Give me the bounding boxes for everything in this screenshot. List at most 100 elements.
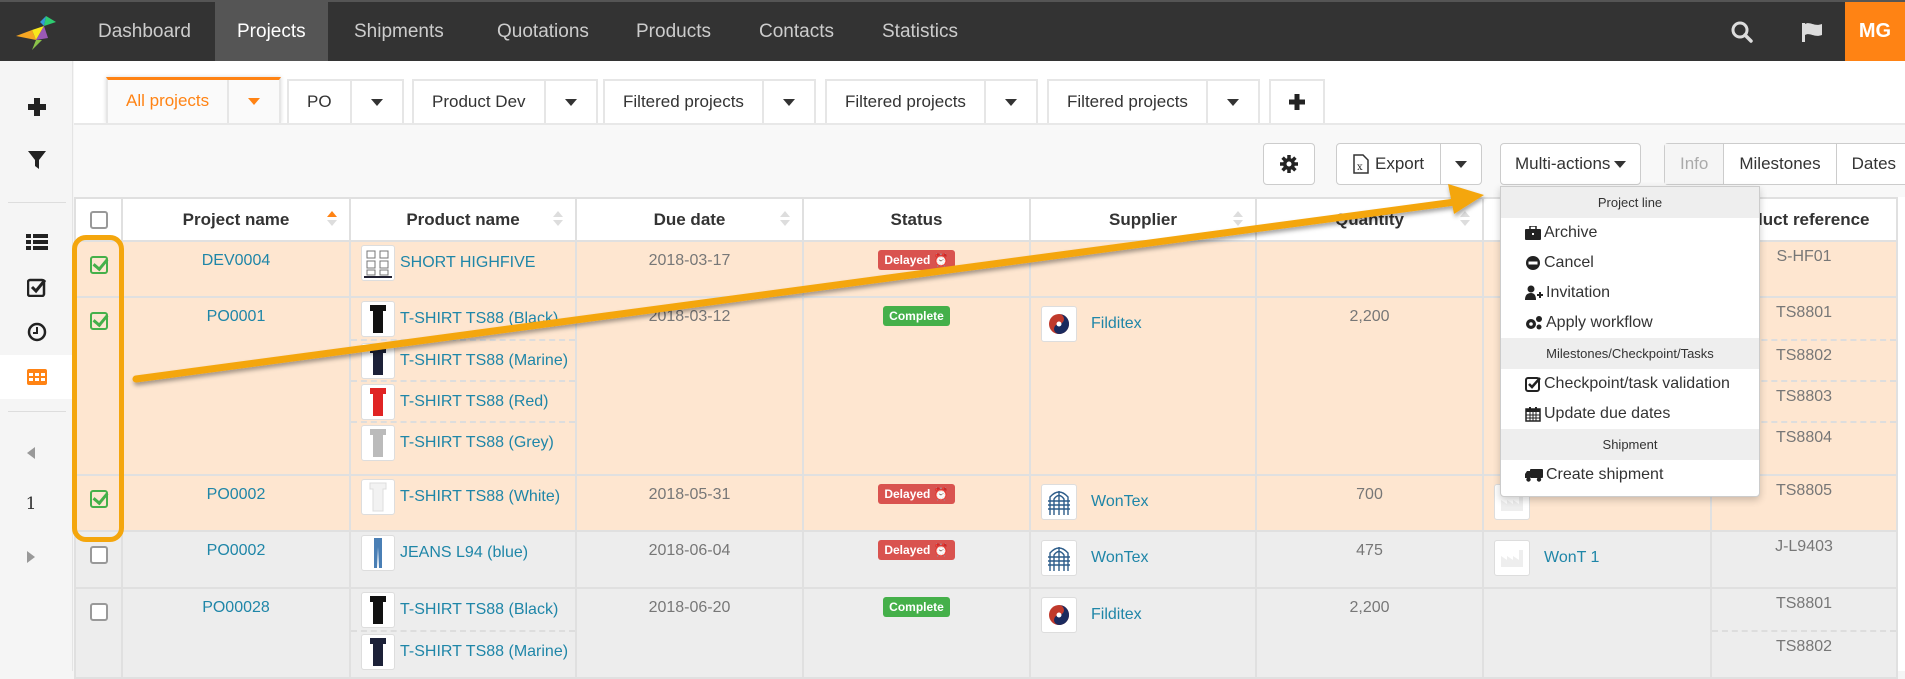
product-item[interactable]: JEANS L94 (blue) xyxy=(351,532,575,573)
tab-dropdown-caret-icon[interactable] xyxy=(1208,81,1258,123)
select-all-checkbox[interactable] xyxy=(89,210,108,229)
tab-filtered-projects-1[interactable]: Filtered projects xyxy=(603,79,816,123)
col-quantity[interactable]: Quantity xyxy=(1255,197,1484,242)
grid-icon[interactable] xyxy=(0,355,73,399)
nav-shipments[interactable]: Shipments xyxy=(354,21,444,42)
quantity-cell xyxy=(1255,240,1484,298)
menu-item-create-shipment[interactable]: Create shipment xyxy=(1501,460,1759,490)
tab-po[interactable]: PO xyxy=(287,79,404,123)
plus-icon[interactable] xyxy=(0,85,73,129)
bird-logo-icon[interactable] xyxy=(14,10,58,54)
filditex-logo-icon xyxy=(1041,597,1077,633)
tab-dropdown-caret-icon[interactable] xyxy=(764,81,814,123)
list-icon[interactable] xyxy=(0,220,73,264)
tab-dropdown-caret-icon[interactable] xyxy=(546,81,596,123)
search-icon[interactable] xyxy=(1720,2,1764,61)
flag-icon[interactable] xyxy=(1790,2,1834,61)
product-thumbnail xyxy=(361,342,395,379)
tab-filtered-projects-3[interactable]: Filtered projects xyxy=(1047,79,1260,123)
tab-dropdown-caret-icon[interactable] xyxy=(986,81,1036,123)
nav-statistics[interactable]: Statistics xyxy=(882,21,959,42)
row-checkbox[interactable] xyxy=(89,256,108,274)
project-link[interactable]: DEV0004 xyxy=(201,252,271,269)
tab-filtered-projects-2[interactable]: Filtered projects xyxy=(825,79,1038,123)
prev-page-icon[interactable] xyxy=(0,431,62,475)
sort-asc-icon[interactable] xyxy=(327,211,337,229)
product-item[interactable]: T-SHIRT TS88 (Black) xyxy=(351,589,575,630)
menu-item-apply-workflow[interactable]: Apply workflow xyxy=(1501,308,1759,338)
col-product-name[interactable]: Product name xyxy=(349,197,577,242)
project-link[interactable]: PO00028 xyxy=(202,599,270,616)
table-row[interactable]: PO0002 T-SHIRT TS88 (White) 2018-05-31 D… xyxy=(74,474,1898,532)
view-tab-milestones[interactable]: Milestones xyxy=(1723,144,1835,184)
menu-section-header: Milestones/Checkpoint/Tasks xyxy=(1501,338,1759,369)
filter-icon[interactable] xyxy=(0,138,73,182)
settings-button[interactable] xyxy=(1263,143,1315,185)
due-date: 2018-05-31 xyxy=(575,474,804,532)
product-item[interactable]: T-SHIRT TS88 (Marine) xyxy=(351,630,575,671)
row-checkbox[interactable] xyxy=(89,603,108,621)
product-item[interactable]: T-SHIRT TS88 (Marine) xyxy=(351,339,575,380)
multi-actions-button[interactable]: Multi-actions xyxy=(1500,143,1642,185)
nav-projects[interactable]: Projects xyxy=(215,2,328,61)
nav-dashboard[interactable]: Dashboard xyxy=(98,21,191,42)
menu-item-archive[interactable]: Archive xyxy=(1501,218,1759,248)
col-due-date[interactable]: Due date xyxy=(575,197,804,242)
table-row[interactable]: PO00028 T-SHIRT TS88 (Black) T-SHIRT TS8… xyxy=(74,587,1898,679)
menu-item-invitation[interactable]: Invitation xyxy=(1501,278,1759,308)
factory-cell xyxy=(1482,587,1712,679)
view-tab-info[interactable]: Info xyxy=(1665,144,1724,184)
product-item[interactable]: T-SHIRT TS88 (Grey) xyxy=(351,421,575,462)
view-tab-dates[interactable]: Dates xyxy=(1835,144,1905,184)
menu-item-update-due-dates[interactable]: Update due dates xyxy=(1501,399,1759,429)
supplier-item[interactable]: Filditex xyxy=(1031,589,1255,633)
menu-item-checkpoint-validation[interactable]: Checkpoint/task validation xyxy=(1501,369,1759,399)
checkbox-icon[interactable] xyxy=(0,265,73,309)
col-supplier[interactable]: Supplier xyxy=(1029,197,1257,242)
table-row[interactable]: PO0002 JEANS L94 (blue) 2018-06-04 Delay… xyxy=(74,530,1898,589)
row-checkbox[interactable] xyxy=(89,312,108,330)
project-link[interactable]: PO0001 xyxy=(206,308,266,325)
project-link[interactable]: PO0002 xyxy=(206,486,266,503)
menu-section-header: Project line xyxy=(1501,187,1759,218)
tab-label: Filtered projects xyxy=(1049,81,1208,123)
sort-icon[interactable] xyxy=(780,211,790,229)
menu-item-cancel[interactable]: Cancel xyxy=(1501,248,1759,278)
table-toolbar: x Export Multi-actions Info Milestones D… xyxy=(74,123,1905,197)
row-checkbox[interactable] xyxy=(89,490,108,508)
menu-section-header: Shipment xyxy=(1501,429,1759,460)
tab-dropdown-caret-icon[interactable] xyxy=(229,80,279,123)
nav-quotations[interactable]: Quotations xyxy=(497,21,589,42)
next-page-icon[interactable] xyxy=(0,535,62,579)
supplier-item[interactable]: WonTex xyxy=(1031,532,1255,576)
add-tab-button[interactable] xyxy=(1269,79,1325,123)
tab-dropdown-caret-icon[interactable] xyxy=(352,81,402,123)
product-thumbnail xyxy=(361,633,395,670)
product-thumbnail xyxy=(361,424,395,461)
gears-icon xyxy=(1526,316,1542,330)
user-avatar[interactable]: MG xyxy=(1845,2,1905,61)
sort-icon[interactable] xyxy=(553,211,563,229)
supplier-item[interactable]: WonTex xyxy=(1031,476,1255,520)
product-reference: TS8801 xyxy=(1775,304,1833,321)
product-item[interactable]: T-SHIRT TS88 (White) xyxy=(351,476,575,517)
row-checkbox[interactable] xyxy=(89,546,108,564)
col-project-name[interactable]: Project name xyxy=(121,197,351,242)
factory-item[interactable]: WonT 1 xyxy=(1484,532,1710,576)
tab-all-projects[interactable]: All projects xyxy=(106,77,282,123)
product-item[interactable]: T-SHIRT TS88 (Black) xyxy=(351,298,575,339)
nav-products[interactable]: Products xyxy=(636,21,711,42)
clock-icon[interactable] xyxy=(0,310,73,354)
nav-contacts[interactable]: Contacts xyxy=(759,21,834,42)
product-item[interactable]: T-SHIRT TS88 (Red) xyxy=(351,380,575,421)
export-dropdown-button[interactable] xyxy=(1440,144,1481,184)
export-button[interactable]: x Export xyxy=(1337,144,1440,184)
sort-icon[interactable] xyxy=(1233,211,1243,229)
sort-icon[interactable] xyxy=(1460,211,1470,229)
product-item[interactable]: SHORT HIGHFIVE xyxy=(351,242,575,283)
tab-product-dev[interactable]: Product Dev xyxy=(412,79,598,123)
status-badge-delayed: Delayed ⏰ xyxy=(878,540,955,560)
supplier-item[interactable]: Filditex xyxy=(1031,298,1255,342)
multi-actions-menu: Project line Archive Cancel Invitation A… xyxy=(1500,186,1760,497)
project-link[interactable]: PO0002 xyxy=(206,542,266,559)
